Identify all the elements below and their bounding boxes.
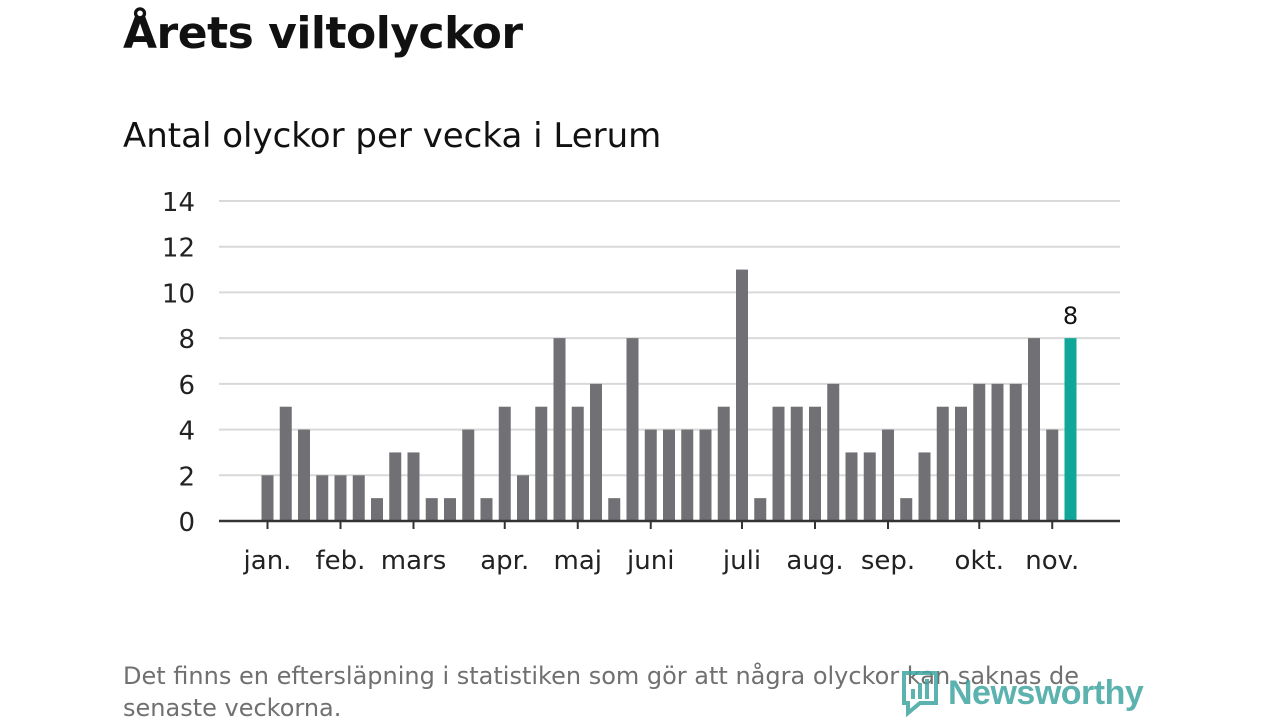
bar [535,406,548,521]
bar [699,429,712,521]
x-tick-label: okt. [955,546,1004,576]
bar [973,383,986,521]
bar [681,429,694,521]
x-tick-label: sep. [861,546,915,576]
footnote: Det finns en eftersläpning i statistiken… [123,662,1079,720]
bar [863,452,876,521]
y-tick-label: 2 [178,462,195,492]
y-tick-label: 14 [162,188,195,218]
data-label: 8 [1063,302,1078,330]
bar [298,429,310,521]
x-tick-label: juni [626,546,674,576]
y-tick-label: 4 [178,417,195,447]
bar [425,498,438,521]
bar [845,452,858,521]
x-tick-label: jan. [243,546,292,576]
bar [827,383,840,521]
bar [371,498,383,521]
bar [736,269,748,521]
bar [1009,383,1022,521]
x-tick-label: nov. [1025,546,1079,576]
bar [334,475,347,521]
page-title: Årets viltolyckor [123,8,523,59]
y-tick-label: 12 [162,234,195,264]
bar [553,338,566,521]
bar [517,475,529,521]
y-tick-label: 0 [178,508,195,538]
chart-subtitle: Antal olyckor per vecka i Lerum [123,116,662,156]
x-tick-label: feb. [316,546,366,576]
bar [279,406,292,521]
bar [754,498,767,521]
y-tick-label: 6 [178,371,195,401]
bar [389,452,402,521]
bar-highlight [1064,338,1077,521]
bar [261,475,274,521]
bar [955,406,967,521]
x-tick-label: mars [381,546,447,576]
bar [644,429,657,521]
bar [608,498,621,521]
bar [444,498,456,521]
bar [809,406,821,521]
y-tick-label: 10 [162,279,195,309]
x-tick-label: apr. [480,546,529,576]
x-tick-label: juli [722,546,761,576]
newsworthy-logo-icon [902,671,938,717]
bar [663,429,675,521]
bar [900,498,913,521]
bar [571,406,584,521]
bar [991,383,1004,521]
bar [772,406,785,521]
bar [407,452,420,521]
bar [936,406,949,521]
bar [626,338,639,521]
bar [316,475,329,521]
bar [590,383,602,521]
bar [918,452,931,521]
y-tick-label: 8 [178,325,195,355]
bar [1046,429,1059,521]
bar [498,406,511,521]
brand-logo: Newsworthy [900,666,1144,720]
bar [882,429,894,521]
bar [480,498,493,521]
brand-name: Newsworthy [948,673,1144,712]
bar [717,406,730,521]
x-tick-label: aug. [786,546,843,576]
bar [1028,338,1040,521]
x-tick-label: maj [554,546,602,576]
bar [352,475,365,521]
bar [790,406,803,521]
bar [462,429,475,521]
